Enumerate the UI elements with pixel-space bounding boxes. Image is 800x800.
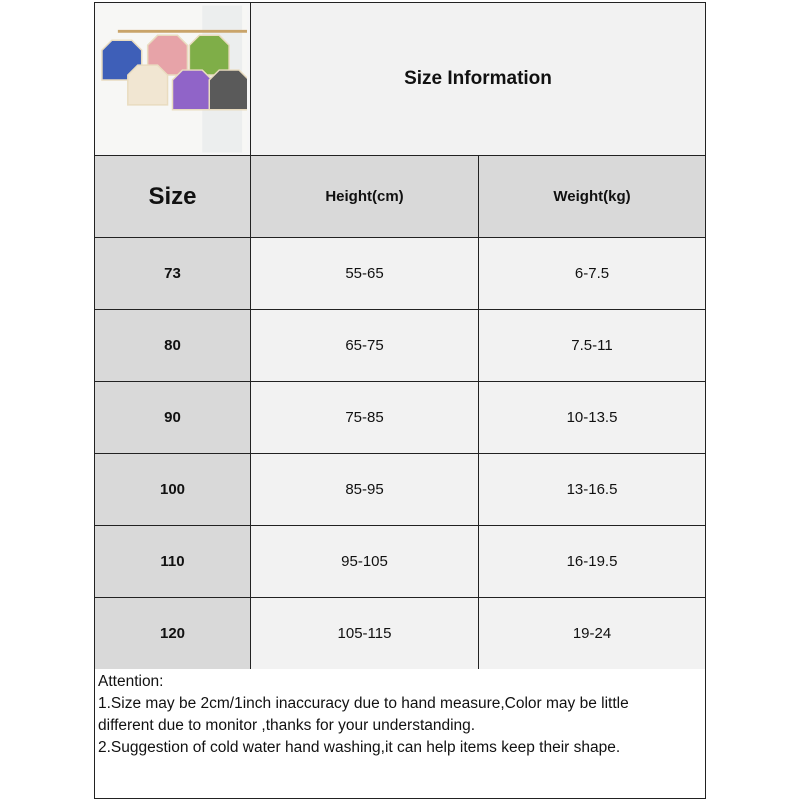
header-weight: Weight(kg) [478, 155, 706, 238]
attention-notes: Attention: 1.Size may be 2cm/1inch inacc… [94, 669, 706, 799]
weight-value: 19-24 [572, 625, 612, 642]
note-2: 2.Suggestion of cold water hand washing,… [98, 739, 621, 756]
table-row-height-cell: 105-115 [250, 597, 479, 670]
table-row-height-cell: 85-95 [250, 453, 479, 526]
note-1-continued: different due to monitor ,thanks for you… [98, 717, 476, 734]
table-row-height-cell: 65-75 [250, 309, 479, 382]
weight-value: 13-16.5 [566, 481, 618, 498]
page-title: Size Information [404, 68, 552, 89]
note-1: 1.Size may be 2cm/1inch inaccuracy due t… [98, 695, 629, 712]
table-row-height-cell: 95-105 [250, 525, 479, 598]
size-value: 120 [159, 625, 186, 642]
table-row-size-cell: 80 [94, 309, 251, 382]
cardigan-icon [127, 64, 169, 106]
cardigan-icon [208, 69, 247, 111]
table-row-weight-cell: 10-13.5 [478, 381, 706, 454]
header-size: Size [94, 155, 251, 238]
header-weight-label: Weight(kg) [553, 188, 631, 205]
table-row-weight-cell: 6-7.5 [478, 237, 706, 310]
height-value: 105-115 [337, 625, 392, 642]
weight-value: 10-13.5 [566, 409, 618, 426]
weight-value: 6-7.5 [574, 265, 610, 282]
table-row-size-cell: 73 [94, 237, 251, 310]
table-row-height-cell: 55-65 [250, 237, 479, 310]
weight-value: 7.5-11 [571, 337, 613, 354]
height-value: 55-65 [345, 265, 384, 282]
cardigans-image [98, 5, 247, 153]
notes-heading: Attention: [98, 673, 164, 690]
size-value: 73 [164, 265, 181, 282]
size-value: 110 [160, 553, 185, 570]
height-value: 85-95 [345, 481, 384, 498]
height-value: 95-105 [341, 553, 388, 570]
table-row-size-cell: 90 [94, 381, 251, 454]
size-value: 80 [164, 337, 181, 354]
header-height: Height(cm) [250, 155, 479, 238]
height-value: 75-85 [345, 409, 384, 426]
size-value: 90 [164, 409, 181, 426]
size-value: 100 [159, 481, 186, 498]
header-height-label: Height(cm) [325, 188, 404, 205]
header-size-label: Size [148, 182, 197, 210]
table-row-size-cell: 100 [94, 453, 251, 526]
table-row-weight-cell: 13-16.5 [478, 453, 706, 526]
cardigan-icon [171, 69, 213, 111]
table-row-size-cell: 110 [94, 525, 251, 598]
table-row-weight-cell: 19-24 [478, 597, 706, 670]
table-row-weight-cell: 7.5-11 [478, 309, 706, 382]
table-row-size-cell: 120 [94, 597, 251, 670]
cardigan-icon [188, 34, 230, 76]
table-row-height-cell: 75-85 [250, 381, 479, 454]
weight-value: 16-19.5 [566, 553, 618, 570]
height-value: 65-75 [345, 337, 384, 354]
product-photo [94, 2, 251, 156]
table-row-weight-cell: 16-19.5 [478, 525, 706, 598]
title-cell: Size Information [250, 2, 706, 156]
